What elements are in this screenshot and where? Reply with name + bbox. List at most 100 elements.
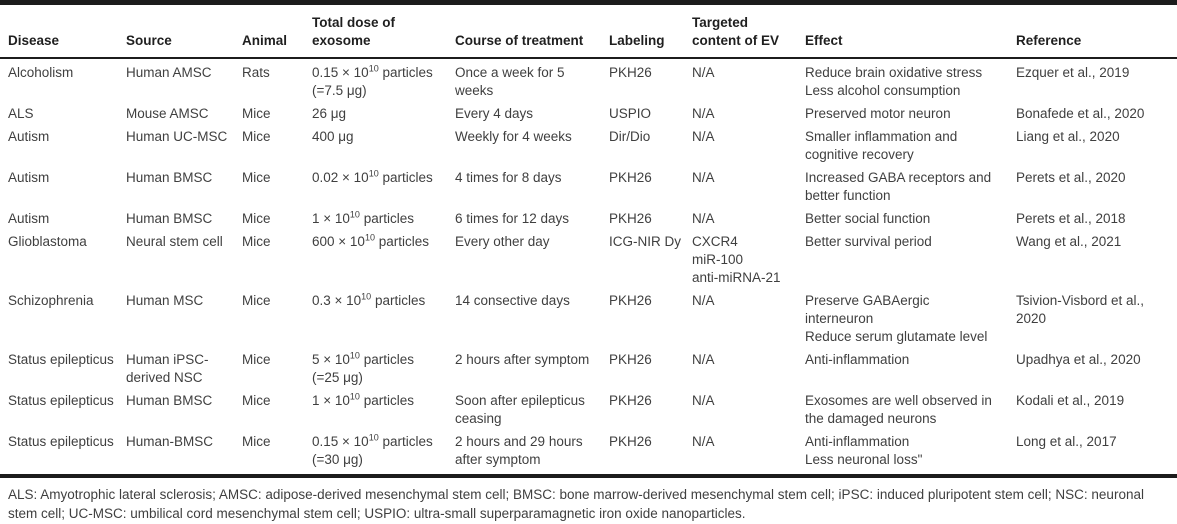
- cell-targeted: N/A: [692, 170, 715, 185]
- cell-targeted: N/A: [692, 434, 715, 449]
- cell-course: Soon after epilepticus ceasing: [455, 393, 585, 426]
- column-header-effect: Effect: [805, 5, 1016, 59]
- table-row: Autism Human BMSC Mice 0.02 × 1010 particle…: [0, 164, 1177, 205]
- cell-effect: Reduce brain oxidative stress Less alcoho…: [805, 65, 983, 98]
- cell-effect: Better social function: [805, 211, 931, 226]
- cell-course: Weekly for 4 weeks: [455, 129, 572, 144]
- table-row: Status epilepticus Human iPSC-derived NSC…: [0, 346, 1177, 387]
- cell-dose: 26 μg: [312, 106, 347, 121]
- cell-dose: 1 × 1010 particles: [312, 391, 414, 408]
- cell-reference: Kodali et al., 2019: [1016, 393, 1125, 408]
- cell-reference: Upadhya et al., 2020: [1016, 352, 1141, 367]
- cell-source: Human AMSC: [126, 65, 212, 80]
- table-row: Glioblastoma Neural stem cell Mice 600 × 10…: [0, 228, 1177, 287]
- cell-reference: Ezquer et al., 2019: [1016, 65, 1130, 80]
- cell-source: Human MSC: [126, 293, 204, 308]
- column-header-targeted: Targeted content of EV: [692, 5, 805, 59]
- cell-course: Every other day: [455, 234, 550, 249]
- cell-animal: Mice: [242, 129, 271, 144]
- cell-labeling: Dir/Dio: [609, 129, 651, 144]
- cell-dose: 0.15 × 1010 particles (=7.5 μg): [312, 63, 433, 98]
- cell-labeling: USPIO: [609, 106, 652, 121]
- cell-targeted: N/A: [692, 393, 715, 408]
- cell-animal: Mice: [242, 106, 271, 121]
- cell-course: 2 hours after symptom: [455, 352, 590, 367]
- table-row: Status epilepticus Human BMSC Mice 1 × 1010…: [0, 387, 1177, 428]
- cell-animal: Mice: [242, 393, 271, 408]
- cell-labeling: ICG-NIR Dy: [609, 234, 681, 249]
- cell-reference: Long et al., 2017: [1016, 434, 1117, 449]
- cell-effect: Anti-inflammation Less neuronal loss": [805, 434, 923, 467]
- cell-labeling: PKH26: [609, 65, 652, 80]
- cell-course: 14 consective days: [455, 293, 570, 308]
- column-header-course: Course of treatment: [455, 5, 609, 59]
- column-header-disease: Disease: [0, 5, 126, 59]
- table-top-rule: [0, 0, 1177, 5]
- column-header-source: Source: [126, 5, 242, 59]
- cell-disease: Autism: [8, 211, 50, 226]
- cell-targeted: N/A: [692, 352, 715, 367]
- cell-animal: Mice: [242, 352, 271, 367]
- table-row: Schizophrenia Human MSC Mice 0.3 × 1010 par…: [0, 287, 1177, 346]
- cell-disease: Alcoholism: [8, 65, 74, 80]
- cell-effect: Increased GABA receptors and better funct…: [805, 170, 992, 203]
- cell-source: Human UC-MSC: [126, 129, 228, 144]
- cell-course: 4 times for 8 days: [455, 170, 562, 185]
- table-row: Status epilepticus Human-BMSC Mice 0.15 × 1…: [0, 428, 1177, 469]
- table-row: Alcoholism Human AMSC Rats 0.15 × 1010 part…: [0, 58, 1177, 100]
- exosome-treatment-table: Disease Source Animal Total dose of exosome C…: [0, 5, 1177, 469]
- cell-effect: Anti-inflammation: [805, 352, 910, 367]
- cell-disease: Autism: [8, 170, 50, 185]
- cell-reference: Bonafede et al., 2020: [1016, 106, 1145, 121]
- table-footnote: ALS: Amyotrophic lateral sclerosis; AMSC…: [8, 487, 1144, 521]
- cell-labeling: PKH26: [609, 352, 652, 367]
- cell-labeling: PKH26: [609, 434, 652, 449]
- cell-dose: 400 μg: [312, 129, 354, 144]
- cell-dose: 1 × 1010 particles: [312, 209, 414, 226]
- cell-source: Human BMSC: [126, 211, 213, 226]
- cell-targeted: N/A: [692, 293, 715, 308]
- cell-labeling: PKH26: [609, 170, 652, 185]
- cell-source: Human BMSC: [126, 393, 213, 408]
- cell-effect: Preserved motor neuron: [805, 106, 951, 121]
- cell-disease: Status epilepticus: [8, 434, 114, 449]
- cell-disease: Glioblastoma: [8, 234, 87, 249]
- cell-labeling: PKH26: [609, 211, 652, 226]
- cell-targeted: N/A: [692, 129, 715, 144]
- cell-targeted: N/A: [692, 65, 715, 80]
- table-row: ALS Mouse AMSC Mice 26 μg Every 4 days USPIO N…: [0, 100, 1177, 123]
- cell-dose: 600 × 1010 particles: [312, 232, 429, 249]
- cell-source: Human-BMSC: [126, 434, 214, 449]
- column-header-labeling: Labeling: [609, 5, 692, 59]
- column-header-animal: Animal: [242, 5, 312, 59]
- cell-targeted: N/A: [692, 211, 715, 226]
- cell-course: 6 times for 12 days: [455, 211, 570, 226]
- column-header-dose: Total dose of exosome: [312, 5, 455, 59]
- cell-dose: 0.02 × 1010 particles: [312, 168, 433, 185]
- cell-source: Neural stem cell: [126, 234, 223, 249]
- cell-effect: Preserve GABAergic interneuron Reduce seru…: [805, 293, 988, 344]
- table-body: Alcoholism Human AMSC Rats 0.15 × 1010 part…: [0, 58, 1177, 469]
- cell-disease: ALS: [8, 106, 34, 121]
- cell-source: Mouse AMSC: [126, 106, 209, 121]
- table-row: Autism Human BMSC Mice 1 × 1010 particles 6 …: [0, 205, 1177, 228]
- cell-disease: Schizophrenia: [8, 293, 94, 308]
- cell-animal: Mice: [242, 170, 271, 185]
- cell-animal: Mice: [242, 293, 271, 308]
- cell-animal: Mice: [242, 234, 271, 249]
- cell-effect: Better survival period: [805, 234, 932, 249]
- cell-course: 2 hours and 29 hours after symptom: [455, 434, 583, 467]
- cell-targeted: N/A: [692, 106, 715, 121]
- table-bottom-rule: [0, 474, 1177, 478]
- cell-effect: Smaller inflammation and cognitive recove…: [805, 129, 958, 162]
- column-header-reference: Reference: [1016, 5, 1177, 59]
- cell-dose: 0.3 × 1010 particles: [312, 291, 426, 308]
- cell-dose: 5 × 1010 particles (=25 μg): [312, 350, 414, 385]
- table-row: Autism Human UC-MSC Mice 400 μg Weekly for 4…: [0, 123, 1177, 164]
- cell-disease: Autism: [8, 129, 50, 144]
- cell-reference: Perets et al., 2018: [1016, 211, 1126, 226]
- cell-reference: Perets et al., 2020: [1016, 170, 1126, 185]
- cell-targeted: CXCR4 miR-100 anti-miRNA-21: [692, 234, 781, 285]
- cell-source: Human BMSC: [126, 170, 213, 185]
- cell-dose: 0.15 × 1010 particles (=30 μg): [312, 432, 433, 467]
